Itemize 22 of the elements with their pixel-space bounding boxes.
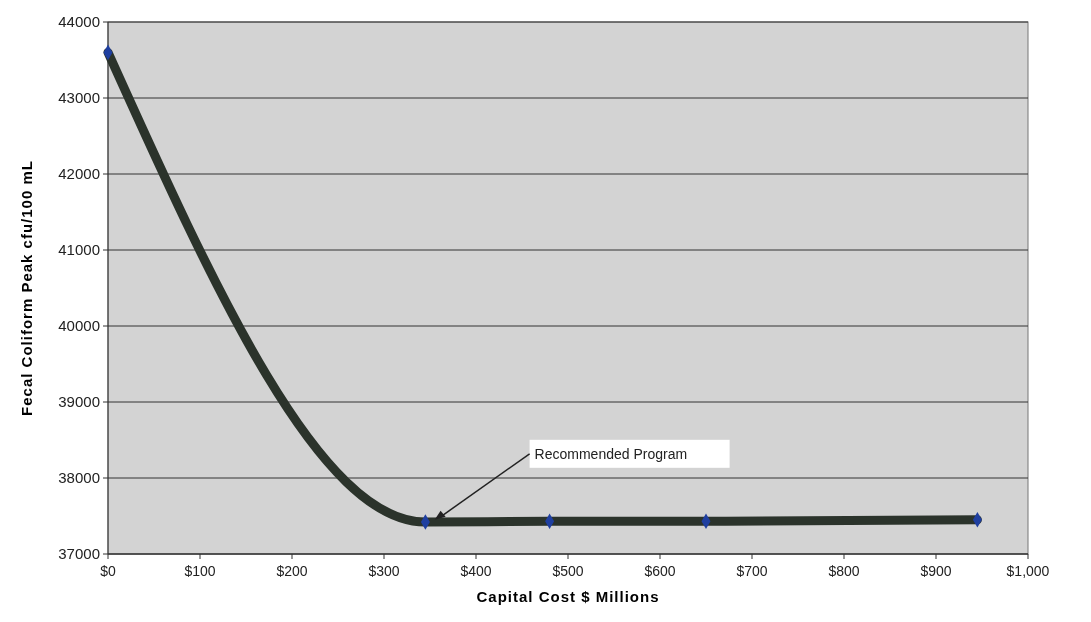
x-tick-label: $700 (736, 563, 768, 579)
x-tick-label: $300 (368, 563, 400, 579)
x-tick-label: $400 (460, 563, 492, 579)
annotation: Recommended Program (534, 445, 688, 462)
y-tick-label: 39000 (58, 393, 100, 411)
y-tick-label: 37000 (58, 545, 100, 563)
y-tick-label: 41000 (58, 241, 100, 259)
y-axis-title: Fecal Coliform Peak cfu/100 mL (18, 160, 35, 416)
x-tick-label: $0 (100, 563, 116, 579)
y-tick-label: 44000 (58, 13, 100, 31)
x-tick-label: $500 (552, 563, 584, 579)
x-tick-label: $200 (276, 563, 308, 579)
x-tick-label: $600 (644, 563, 676, 579)
y-tick-label: 38000 (58, 469, 100, 487)
y-tick-label: 42000 (58, 165, 100, 183)
x-tick-label: $900 (920, 563, 952, 579)
x-axis-title: Capital Cost $ Millions (476, 588, 660, 605)
x-tick-label: $800 (828, 563, 860, 579)
x-tick-label: $1,000 (1006, 563, 1050, 579)
x-tick-label: $100 (184, 563, 216, 579)
y-tick-label: 43000 (58, 89, 100, 107)
y-tick-label: 40000 (58, 317, 100, 335)
